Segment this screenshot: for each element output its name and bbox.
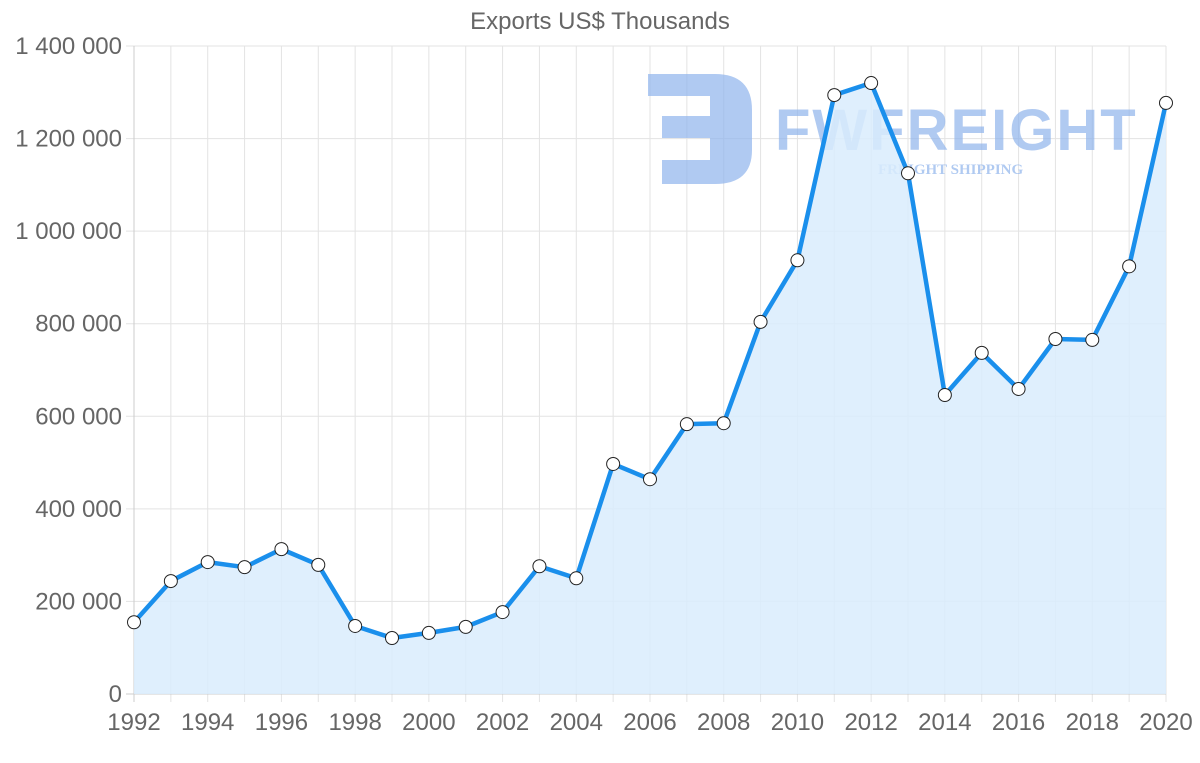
data-point-marker[interactable] [532,559,547,574]
watermark-logo-icon [648,74,752,184]
data-point-marker[interactable] [1011,381,1026,396]
data-point-marker[interactable] [421,625,436,640]
y-axis: 0 200 000 400 000 600 000 800 000 1 000 000 1 … [15,33,122,708]
data-point-marker[interactable] [237,560,252,575]
x-tick-label: 2014 [918,709,971,736]
data-point-marker[interactable] [1122,259,1137,274]
data-point-marker[interactable] [458,619,473,634]
data-point-marker[interactable] [1048,331,1063,346]
data-point-marker[interactable] [679,417,694,432]
plot-area [127,76,1173,695]
data-point-marker[interactable] [348,618,363,633]
y-tick-label: 800 000 [35,311,122,338]
x-tick-label: 2018 [1066,709,1119,736]
data-point-marker[interactable] [606,456,621,471]
data-point-marker[interactable] [163,574,178,589]
x-tick-label: 2016 [992,709,1045,736]
x-tick-label: 1994 [181,709,234,736]
data-point-marker[interactable] [901,166,915,181]
data-point-marker[interactable] [643,472,657,487]
data-point-marker[interactable] [311,557,326,572]
y-tick-label: 0 [109,681,122,708]
y-tick-label: 1 000 000 [15,218,122,245]
x-tick-label: 2020 [1139,709,1192,736]
series-area [134,83,1166,695]
y-tick-label: 1 400 000 [15,33,122,60]
x-tick-label: 2006 [623,709,676,736]
x-tick-label: 2004 [550,709,603,736]
data-point-marker[interactable] [1085,332,1100,347]
data-point-marker[interactable] [937,387,952,402]
x-tick-label: 1992 [107,709,160,736]
data-point-marker[interactable] [127,615,141,630]
data-point-marker[interactable] [274,542,289,557]
data-point-marker[interactable] [827,88,842,103]
y-tick-label: 1 200 000 [15,126,122,153]
data-point-marker[interactable] [200,555,215,570]
data-point-marker[interactable] [495,605,510,620]
chart-title: Exports US$ Thousands [470,8,730,35]
data-point-marker[interactable] [864,76,879,91]
y-tick-label: 200 000 [35,588,122,615]
data-point-marker[interactable] [385,630,399,645]
data-point-marker[interactable] [974,345,989,360]
x-axis: 1992 1994 1996 1998 2000 2002 2004 2006 2008 2010… [107,709,1192,736]
x-tick-label: 2012 [844,709,897,736]
data-point-marker[interactable] [716,416,731,431]
data-point-marker[interactable] [753,314,768,329]
data-point-marker[interactable] [1159,95,1173,110]
data-point-marker[interactable] [569,571,584,586]
x-tick-label: 2000 [402,709,455,736]
x-tick-label: 2008 [697,709,750,736]
x-tick-label: 1996 [255,709,308,736]
x-tick-label: 2002 [476,709,529,736]
y-tick-label: 400 000 [35,496,122,523]
x-tick-label: 2010 [771,709,824,736]
data-point-marker[interactable] [790,253,805,268]
x-tick-label: 1998 [328,709,381,736]
y-tick-label: 600 000 [35,403,122,430]
